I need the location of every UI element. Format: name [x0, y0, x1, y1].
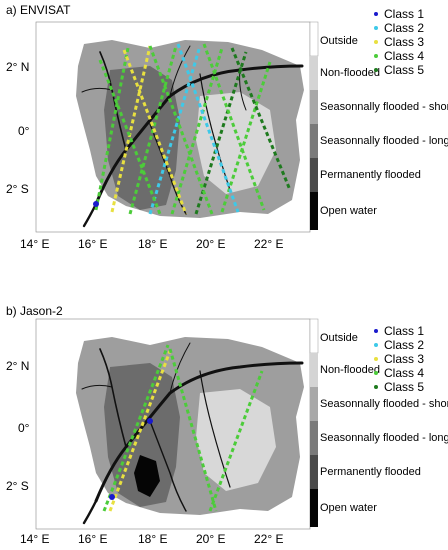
cb-season-short: Seasonnally flooded - short — [320, 101, 448, 113]
cb-non-flooded: Non-flooded — [320, 364, 380, 376]
legend-marker-1 — [374, 329, 378, 333]
legend-class-3: Class 3 — [384, 352, 424, 366]
legend-class-1: Class 1 — [384, 324, 424, 338]
legend-class-4: Class 4 — [384, 366, 424, 380]
legend-class-5: Class 5 — [384, 380, 424, 394]
legend-class-1: Class 1 — [384, 7, 424, 21]
lat-tick-0: 0° — [18, 124, 30, 138]
open-water-lake — [134, 455, 160, 497]
legend-marker-3 — [374, 357, 378, 361]
lon-tick-16e: 16° E — [78, 532, 107, 546]
satellite-tracks — [102, 344, 264, 512]
legend-marker-5 — [374, 68, 378, 72]
class-1-point — [109, 494, 115, 500]
legend-marker-4 — [374, 54, 378, 58]
lon-tick-16e: 16° E — [78, 237, 107, 251]
lon-tick-14e: 14° E — [20, 532, 49, 546]
colorbar: Outside Non-flooded Seasonnally flooded … — [309, 21, 448, 230]
cb-non-flooded: Non-flooded — [320, 67, 380, 79]
non-flooded-zone — [196, 92, 276, 194]
lon-tick-22e: 22° E — [254, 237, 283, 251]
seasonal-flood-zone — [104, 66, 180, 210]
class-legend: Class 1 Class 2 Class 3 Class 4 Class 5 — [374, 324, 424, 394]
cb-outside: Outside — [320, 35, 358, 47]
cb-open-water: Open water — [320, 205, 377, 217]
class-legend: Class 1 Class 2 Class 3 Class 4 Class 5 — [374, 7, 424, 77]
map-jason2: b) Jason-2 2° N 0° 2° S 14° E 16° E 18° … — [6, 304, 448, 546]
cb-outside: Outside — [320, 332, 358, 344]
lat-tick-2n: 2° N — [6, 60, 29, 74]
class-1-point — [147, 418, 153, 424]
lon-tick-18e: 18° E — [138, 237, 167, 251]
lat-tick-2s: 2° S — [6, 479, 29, 493]
legend-class-4: Class 4 — [384, 49, 424, 63]
cb-open-water: Open water — [320, 502, 377, 514]
map-envisat: a) ENVISAT 2° N 0° 2° S 14° E 16° E 18 — [6, 3, 448, 251]
legend-marker-4 — [374, 371, 378, 375]
legend-marker-3 — [374, 40, 378, 44]
cb-season-long: Seasonnally flooded - long — [320, 432, 448, 444]
panel-title: b) Jason-2 — [6, 304, 63, 318]
non-flooded-zone — [196, 389, 276, 491]
cb-season-long: Seasonnally flooded - long — [320, 135, 448, 147]
lon-tick-18e: 18° E — [138, 532, 167, 546]
lat-tick-2n: 2° N — [6, 359, 29, 373]
panel-envisat: a) ENVISAT 2° N 0° 2° S 14° E 16° E 18 — [6, 3, 448, 251]
cb-permanent: Permanently flooded — [320, 466, 421, 478]
panel-jason2: b) Jason-2 2° N 0° 2° S 14° E 16° E 18° … — [0, 275, 448, 550]
cb-permanent: Permanently flooded — [320, 169, 421, 181]
legend-class-2: Class 2 — [384, 21, 424, 35]
legend-marker-2 — [374, 26, 378, 30]
class-1-point — [93, 201, 99, 207]
river-network — [81, 342, 304, 525]
lon-tick-20e: 20° E — [196, 532, 225, 546]
lon-tick-22e: 22° E — [254, 532, 283, 546]
colorbar: Outside Non-flooded Seasonnally flooded … — [309, 318, 448, 527]
lat-tick-0: 0° — [18, 421, 30, 435]
legend-marker-2 — [374, 343, 378, 347]
legend-class-5: Class 5 — [384, 63, 424, 77]
legend-marker-1 — [374, 12, 378, 16]
satellite-tracks — [94, 43, 292, 215]
legend-class-3: Class 3 — [384, 35, 424, 49]
legend-class-2: Class 2 — [384, 338, 424, 352]
lon-tick-20e: 20° E — [196, 237, 225, 251]
legend-marker-5 — [374, 385, 378, 389]
seasonal-flood-zone — [104, 363, 180, 507]
lat-tick-2s: 2° S — [6, 182, 29, 196]
cb-season-short: Seasonnally flooded - short — [320, 398, 448, 410]
panel-title: a) ENVISAT — [6, 3, 71, 17]
lon-tick-14e: 14° E — [20, 237, 49, 251]
